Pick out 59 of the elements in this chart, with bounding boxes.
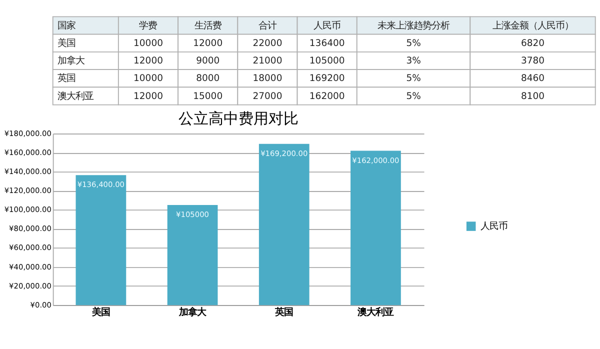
y-tick-label: ¥100,000.00 (4, 205, 52, 214)
bar (258, 144, 310, 306)
data-label: 27000 (252, 90, 282, 102)
bar (350, 150, 401, 306)
y-tick-label: ¥160,000.00 (4, 148, 52, 157)
series-label: 学费 (139, 20, 158, 32)
bar (76, 175, 126, 306)
series-label: 人民币 (314, 20, 341, 32)
x-tick-label: 英国 (274, 306, 294, 318)
category-label: 澳大利亚 (58, 90, 94, 102)
series-label: 合计 (258, 20, 276, 32)
data-label: 8100 (520, 90, 545, 102)
y-tick-label: ¥80,000.00 (9, 224, 52, 234)
chart-title: 公立高中费用对比 (178, 110, 298, 128)
data-label: 10000 (134, 73, 164, 84)
data-label: 22000 (252, 38, 282, 49)
data-label: 5% (406, 38, 422, 49)
y-tick-label: ¥0.00 (30, 300, 52, 310)
category-label: 加拿大 (58, 56, 85, 67)
data-label: 3780 (520, 56, 545, 67)
data-label: 136400 (309, 38, 345, 49)
data-label: 12000 (193, 38, 223, 49)
text: ¥105000 (176, 210, 210, 220)
data-label: 105000 (309, 56, 345, 67)
data-label: 9000 (196, 56, 220, 67)
y-tick-label: ¥40,000.00 (9, 262, 52, 272)
data-label: 169200 (309, 73, 345, 84)
data-label: 18000 (252, 73, 282, 84)
x-tick-label: 加拿大 (178, 306, 208, 318)
text: ¥162,000.00 (352, 156, 400, 165)
x-tick-label: 美国 (90, 306, 110, 318)
data-label: 21000 (252, 56, 282, 67)
y-tick-label: ¥180,000.00 (4, 128, 52, 138)
data-label: 8460 (520, 73, 545, 84)
data-label: 12000 (134, 90, 164, 102)
data-label: 5% (406, 90, 422, 102)
data-label: 12000 (134, 56, 164, 67)
legend-label: 人民币 (480, 221, 508, 232)
data-label: 15000 (193, 90, 223, 102)
series-label: 上涨金额（人民币） (492, 20, 574, 32)
series-label: 未来上涨趋势分析 (378, 20, 450, 32)
data-label: 8000 (196, 73, 220, 84)
series-label: 生活费 (194, 20, 222, 32)
y-tick-label: ¥60,000.00 (9, 243, 52, 252)
data-label: 10000 (134, 38, 164, 49)
data-label: 3% (406, 56, 422, 67)
data-label: 162000 (309, 90, 345, 102)
y-tick-label: ¥140,000.00 (4, 166, 52, 176)
data-label: 5% (406, 73, 422, 84)
text: 国家 (58, 20, 76, 32)
category-label: 美国 (58, 38, 76, 49)
text: ¥136,400.00 (77, 180, 125, 190)
x-tick-label: 澳大利亚 (356, 306, 394, 318)
y-tick-label: ¥120,000.00 (4, 186, 52, 196)
y-tick-label: ¥20,000.00 (9, 281, 52, 290)
category-label: 英国 (58, 73, 76, 84)
data-label: 6820 (520, 38, 545, 49)
bar (167, 205, 218, 306)
text: ¥169,200.00 (260, 148, 308, 158)
